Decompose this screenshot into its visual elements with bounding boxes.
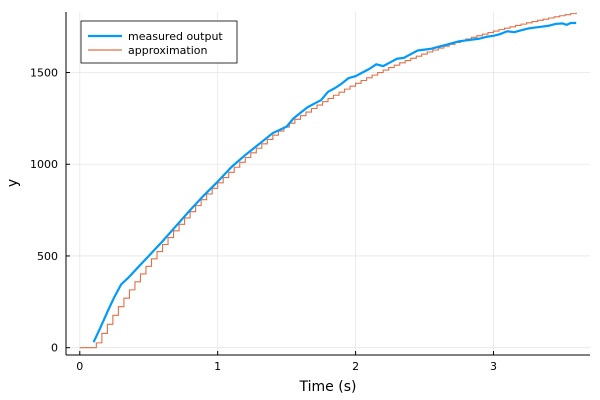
x-tick-label: 1 — [214, 360, 221, 373]
legend-label-approximation: approximation — [128, 44, 207, 57]
x-tick-label: 3 — [490, 360, 497, 373]
x-tick-label: 0 — [76, 360, 83, 373]
x-axis-label: Time (s) — [299, 379, 357, 395]
y-tick-label: 1000 — [30, 158, 58, 171]
series-layer — [79, 12, 577, 349]
approximation-series-line — [79, 12, 577, 349]
tick-labels: 0 1 2 3 0 500 1000 1500 — [30, 67, 497, 373]
y-tick-label: 500 — [37, 250, 58, 263]
x-tick-label: 2 — [352, 360, 359, 373]
measured-output-series-line — [92, 21, 577, 343]
y-tick-label: 0 — [51, 342, 58, 355]
legend-label-measured-output: measured output — [128, 30, 223, 43]
axes — [65, 12, 590, 356]
y-axis-label: y — [5, 179, 21, 187]
legend: measured output approximation — [80, 20, 238, 64]
y-tick-label: 1500 — [30, 67, 58, 80]
legend-box — [80, 20, 238, 64]
